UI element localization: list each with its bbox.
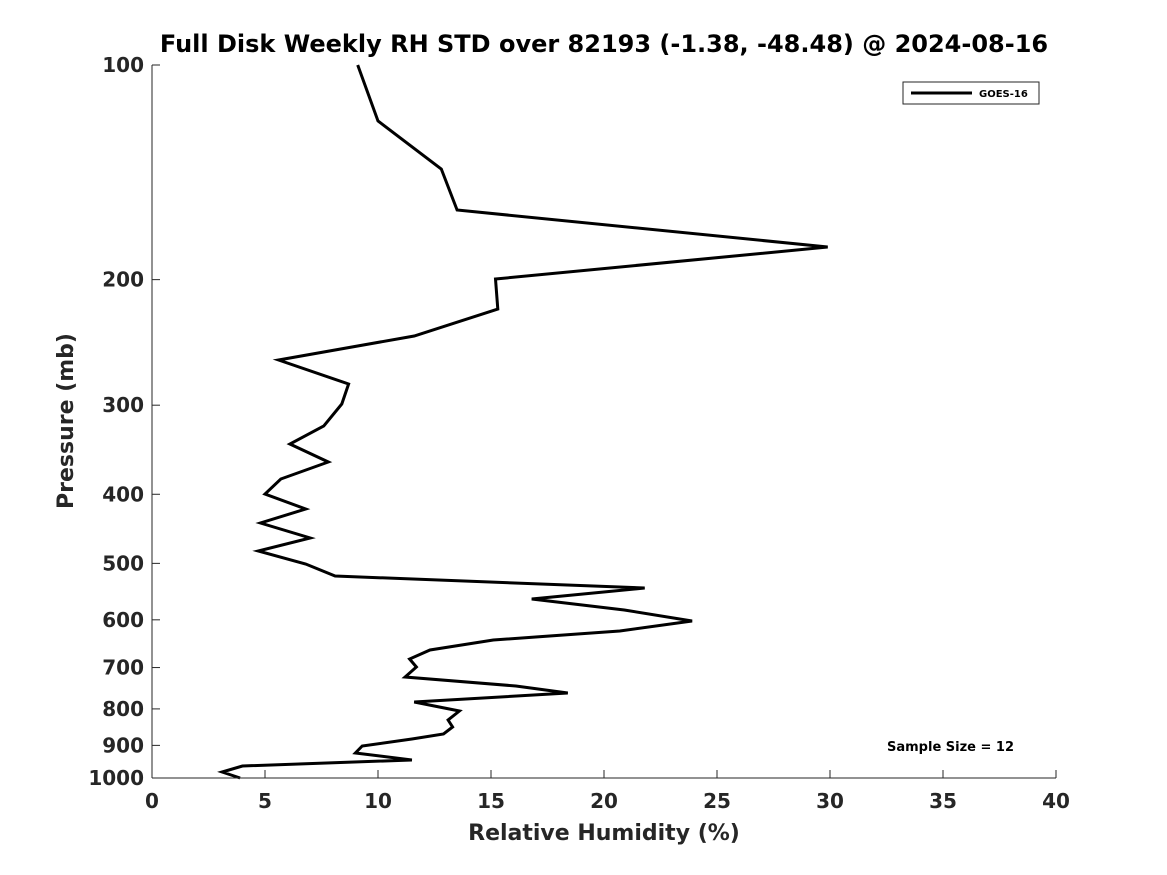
y-tick-label: 400 <box>102 482 144 506</box>
y-axis-ticks: 100 200 300 400 500 600 700 800 900 1000 <box>88 53 160 790</box>
chart-title: Full Disk Weekly RH STD over 82193 (-1.3… <box>160 30 1048 58</box>
y-tick-label: 1000 <box>88 766 144 790</box>
x-tick-label: 35 <box>929 789 957 813</box>
y-tick-label: 200 <box>102 268 144 292</box>
x-tick-label: 25 <box>703 789 731 813</box>
y-tick-label: 500 <box>102 551 144 575</box>
x-tick-label: 40 <box>1042 789 1070 813</box>
x-tick-label: 10 <box>364 789 392 813</box>
x-axis-ticks: 0 5 10 15 20 25 30 35 40 <box>145 770 1070 813</box>
legend: GOES-16 <box>902 81 1040 105</box>
x-axis-label: Relative Humidity (%) <box>468 821 740 846</box>
y-tick-label: 300 <box>102 393 144 417</box>
legend-label-goes-16: GOES-16 <box>979 89 1028 100</box>
y-tick-label: 900 <box>102 733 144 757</box>
y-tick-label: 800 <box>102 697 144 721</box>
x-tick-label: 15 <box>477 789 505 813</box>
goes-16-series-line <box>217 64 828 780</box>
x-tick-label: 20 <box>590 789 618 813</box>
y-tick-label: 700 <box>102 656 144 680</box>
y-tick-label: 600 <box>102 608 144 632</box>
x-tick-label: 0 <box>145 789 159 813</box>
sample-size-annotation: Sample Size = 12 <box>887 740 1014 755</box>
y-tick-label: 100 <box>102 53 144 77</box>
x-tick-label: 30 <box>816 789 844 813</box>
x-tick-label: 5 <box>258 789 272 813</box>
plot-frame <box>152 65 1056 778</box>
y-axis-label: Pressure (mb) <box>54 333 79 509</box>
